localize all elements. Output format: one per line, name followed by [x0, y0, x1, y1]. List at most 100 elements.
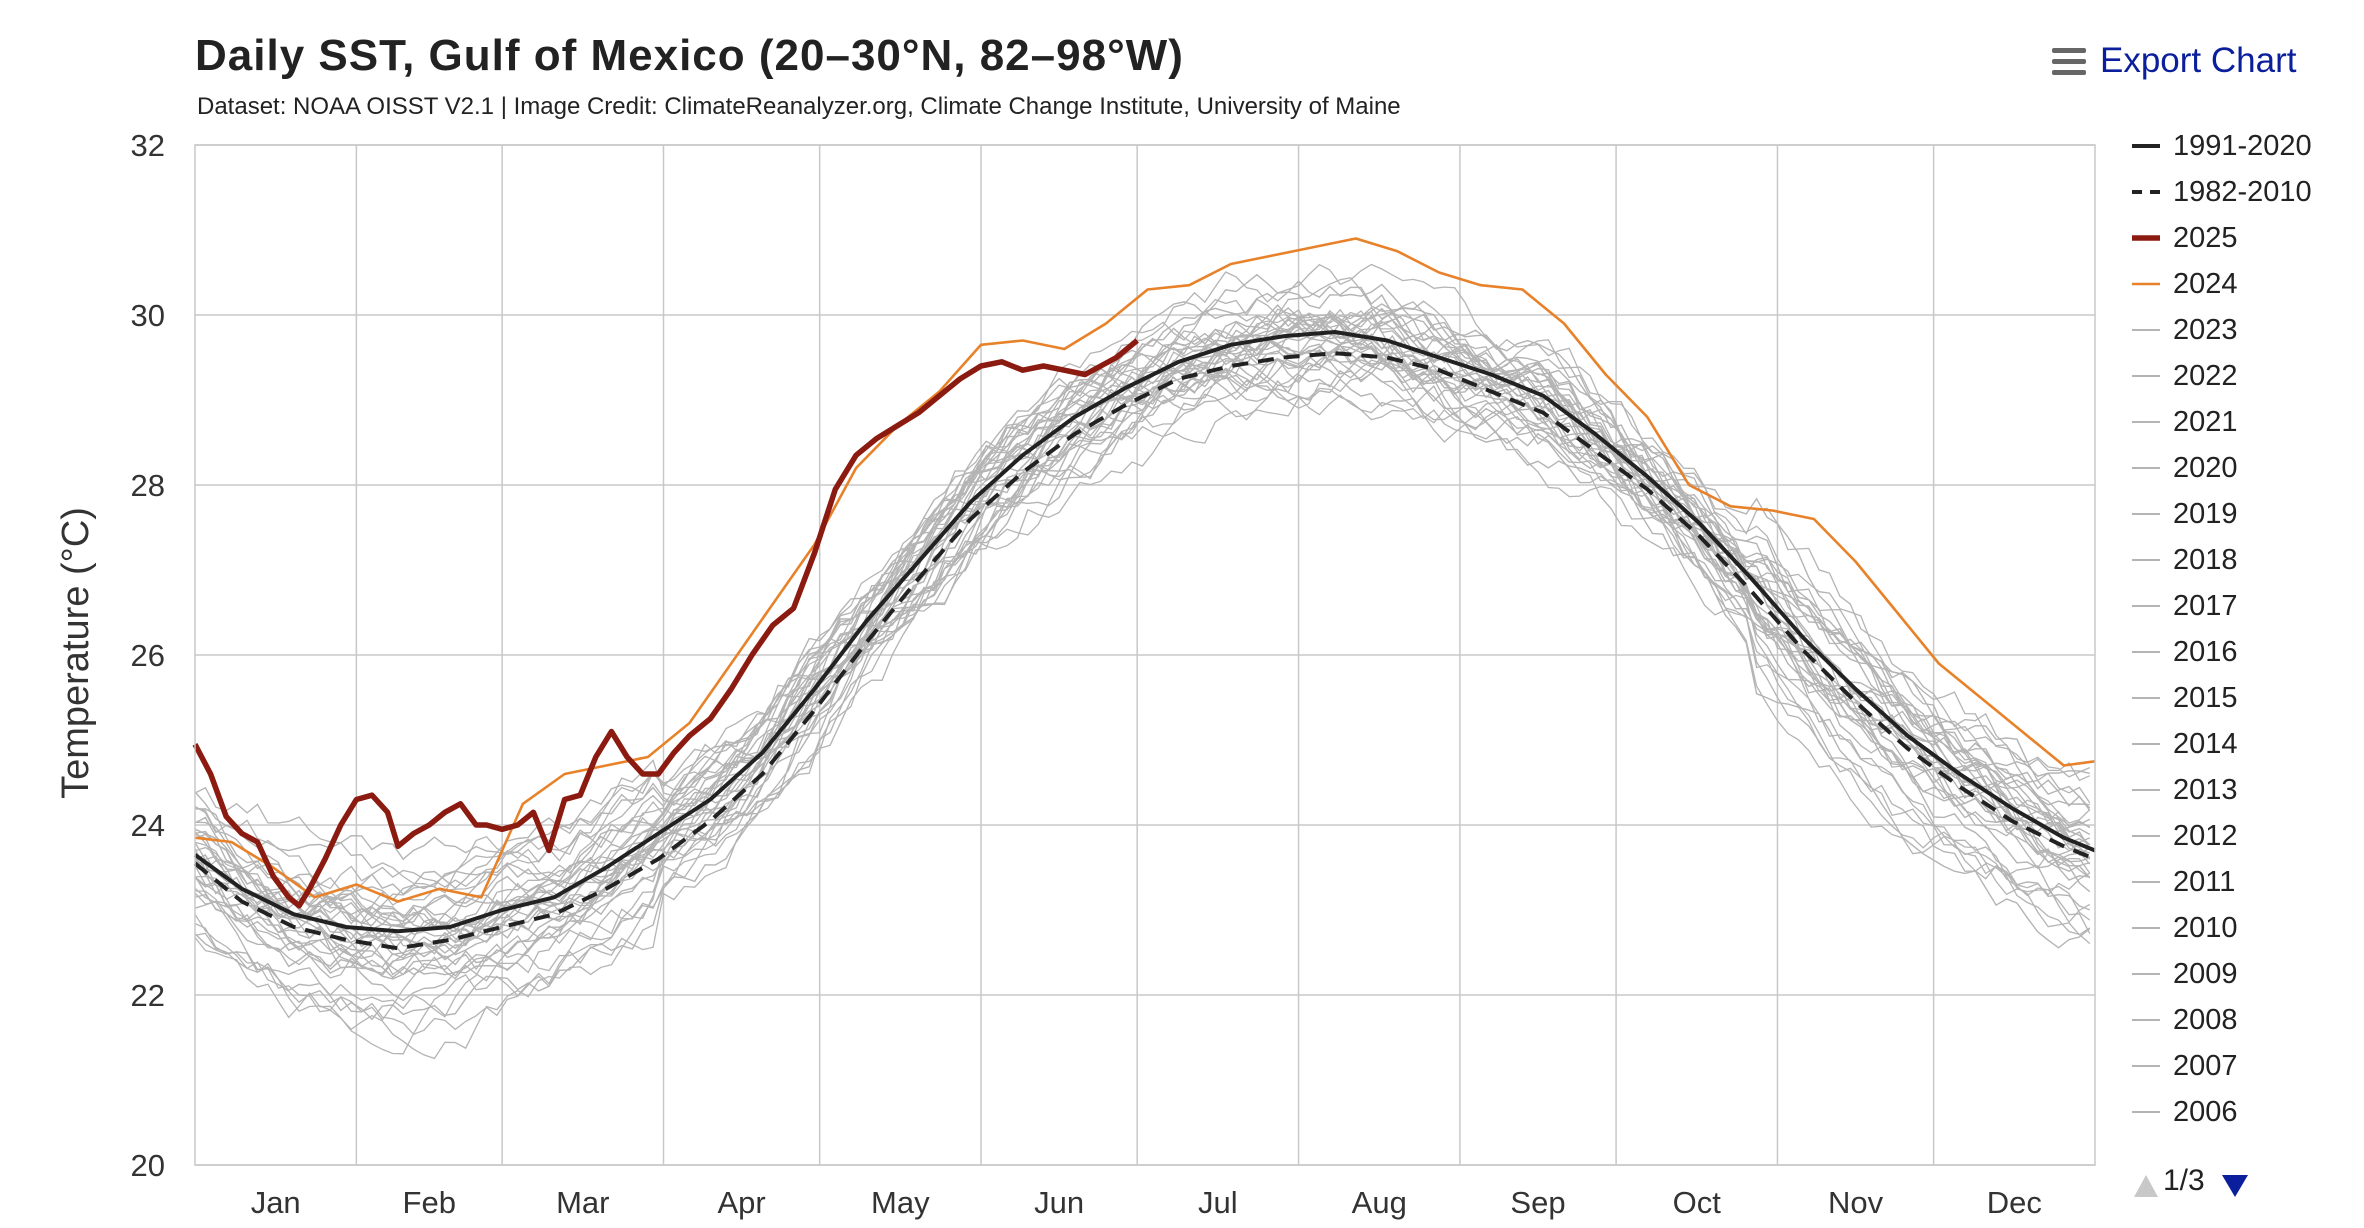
legend-item-2014[interactable]: 2014 — [2132, 728, 2238, 760]
x-tick-label: Apr — [717, 1185, 765, 1220]
series-line-2016 — [194, 303, 2091, 933]
background-year-line — [194, 310, 2091, 959]
series-line-2014 — [194, 354, 2090, 980]
background-year-line — [194, 348, 2091, 982]
legend-item-2020[interactable]: 2020 — [2132, 452, 2238, 484]
y-tick-label: 20 — [131, 1148, 165, 1183]
chart-subtitle: Dataset: NOAA OISST V2.1 | Image Credit:… — [197, 93, 1401, 120]
background-year-line — [194, 276, 2091, 890]
x-tick-label: Nov — [1828, 1185, 1884, 1220]
legend-item-2019[interactable]: 2019 — [2132, 498, 2238, 530]
arrow-up-icon[interactable] — [2134, 1175, 2158, 1197]
legend-label: 2008 — [2173, 1004, 2238, 1036]
export-chart-button[interactable]: Export Chart — [2052, 41, 2297, 80]
series-line-2020 — [194, 303, 2091, 901]
x-tick-label: Aug — [1352, 1185, 1407, 1220]
series-line-2009 — [194, 317, 2091, 948]
legend: 1991-2020 1982-2010 2025 2024 2023 2022 2021 20… — [2132, 130, 2312, 1128]
legend-item-2013[interactable]: 2013 — [2132, 774, 2238, 806]
legend-label: 2015 — [2173, 682, 2238, 714]
legend-label: 2010 — [2173, 912, 2238, 944]
legend-label: 2020 — [2173, 452, 2238, 484]
legend-item-1991-2020[interactable]: 1991-2020 — [2132, 130, 2312, 162]
x-tick-label: Oct — [1673, 1185, 1722, 1220]
background-year-line — [194, 313, 2091, 915]
legend-label: 1991-2020 — [2173, 130, 2312, 162]
legend-label: 2013 — [2173, 774, 2238, 806]
series-line-2007 — [194, 343, 2091, 976]
background-year-line — [194, 319, 2091, 956]
series-line-2013 — [194, 350, 2091, 968]
plot-area — [194, 144, 2096, 1166]
background-year-line — [194, 263, 2091, 894]
legend-item-2025[interactable]: 2025 — [2132, 222, 2238, 254]
series-line-2011 — [194, 357, 2091, 954]
x-tick-label: Jun — [1034, 1185, 1084, 1220]
export-chart-label: Export Chart — [2100, 41, 2297, 80]
legend-item-2022[interactable]: 2022 — [2132, 360, 2238, 392]
pager-text: 1/3 — [2163, 1164, 2205, 1197]
series-line-1991-2020 — [193, 330, 2096, 934]
x-tick-labels: Jan Feb Mar Apr May Jun Jul Aug Sep Oct Nov Dec — [251, 1185, 2042, 1220]
legend-label: 2017 — [2173, 590, 2238, 622]
legend-item-2021[interactable]: 2021 — [2132, 406, 2238, 438]
series-line-1982-2010 — [193, 351, 2096, 951]
x-tick-label: May — [871, 1185, 930, 1220]
y-tick-label: 32 — [131, 128, 165, 163]
series-line-2023 — [194, 273, 2091, 861]
background-year-line — [194, 379, 2091, 1060]
y-tick-label: 30 — [131, 298, 165, 333]
legend-item-2016[interactable]: 2016 — [2132, 636, 2238, 668]
legend-label: 2007 — [2173, 1050, 2238, 1082]
x-tick-label: Feb — [403, 1185, 456, 1220]
series-line-2008 — [194, 316, 2091, 1002]
legend-item-2015[interactable]: 2015 — [2132, 682, 2238, 714]
x-tick-label: Mar — [556, 1185, 609, 1220]
legend-label: 2014 — [2173, 728, 2238, 760]
legend-label: 2021 — [2173, 406, 2238, 438]
chart-title: Daily SST, Gulf of Mexico (20–30°N, 82–9… — [195, 31, 1184, 80]
legend-label: 2009 — [2173, 958, 2238, 990]
x-tick-label: Dec — [1987, 1185, 2042, 1220]
legend-label: 2025 — [2173, 222, 2238, 254]
legend-item-2024[interactable]: 2024 — [2132, 268, 2238, 300]
legend-item-2011[interactable]: 2011 — [2132, 866, 2235, 898]
legend-item-2009[interactable]: 2009 — [2132, 958, 2238, 990]
legend-item-2017[interactable]: 2017 — [2132, 590, 2238, 622]
y-tick-label: 22 — [131, 978, 165, 1013]
legend-item-1982-2010[interactable]: 1982-2010 — [2132, 176, 2312, 208]
series-lines — [192, 237, 2096, 1021]
arrow-down-icon[interactable] — [2222, 1175, 2248, 1197]
y-tick-label: 28 — [131, 468, 165, 503]
legend-item-2008[interactable]: 2008 — [2132, 1004, 2238, 1036]
grid — [195, 144, 2095, 1166]
x-tick-label: Jan — [251, 1185, 301, 1220]
series-line-2025 — [192, 338, 1139, 909]
series-line-2024 — [194, 237, 2096, 903]
legend-item-2018[interactable]: 2018 — [2132, 544, 2238, 576]
legend-item-2012[interactable]: 2012 — [2132, 820, 2238, 852]
background-year-line — [194, 348, 2091, 1036]
legend-label: 2006 — [2173, 1096, 2238, 1128]
legend-item-2010[interactable]: 2010 — [2132, 912, 2238, 944]
legend-item-2023[interactable]: 2023 — [2132, 314, 2238, 346]
background-year-line — [194, 319, 2091, 941]
x-tick-label: Jul — [1198, 1185, 1238, 1220]
legend-label: 2016 — [2173, 636, 2238, 668]
legend-label: 2012 — [2173, 820, 2238, 852]
background-year-line — [194, 309, 2091, 936]
y-tick-label: 24 — [131, 808, 165, 843]
legend-label: 2019 — [2173, 498, 2238, 530]
y-tick-labels: 20 22 24 26 28 30 32 — [131, 128, 165, 1183]
legend-label: 2022 — [2173, 360, 2238, 392]
background-year-line — [194, 338, 2091, 977]
series-line-2006 — [194, 319, 2091, 967]
series-line-2017 — [194, 286, 2091, 901]
menu-icon — [2052, 48, 2086, 75]
background-year-line — [194, 346, 2091, 1021]
legend-item-2007[interactable]: 2007 — [2132, 1050, 2238, 1082]
legend-item-2006[interactable]: 2006 — [2132, 1096, 2238, 1128]
x-tick-label: Sep — [1510, 1185, 1565, 1220]
y-tick-label: 26 — [131, 638, 165, 673]
